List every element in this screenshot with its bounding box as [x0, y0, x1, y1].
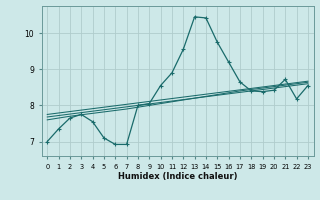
X-axis label: Humidex (Indice chaleur): Humidex (Indice chaleur)	[118, 172, 237, 181]
